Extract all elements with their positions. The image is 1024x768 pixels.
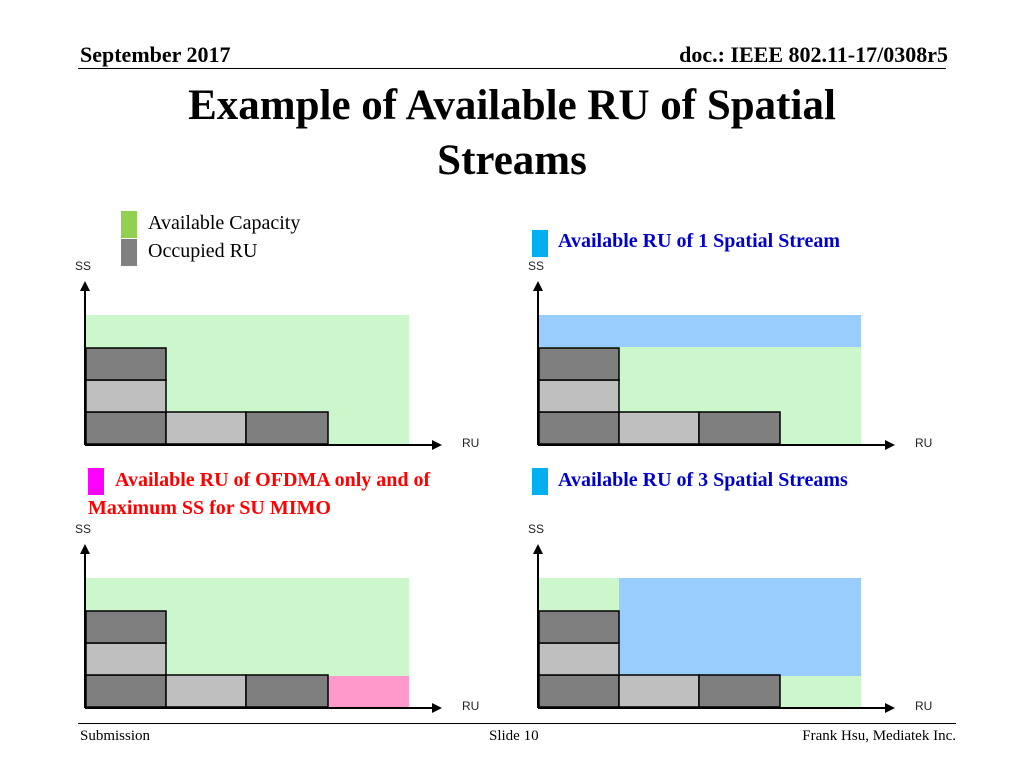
y-axis-label: SS bbox=[528, 259, 545, 273]
occupied-ru-block bbox=[85, 347, 167, 381]
footer-divider bbox=[78, 723, 956, 724]
header-doc-id: doc.: IEEE 802.11-17/0308r5 bbox=[679, 42, 948, 67]
occupied-ru-block bbox=[538, 610, 620, 644]
occupied-ru-block bbox=[85, 642, 167, 676]
diagram-ss1: SS RU bbox=[523, 255, 932, 475]
occupied-ru-block bbox=[85, 610, 167, 644]
x-axis-label: RU bbox=[462, 436, 480, 450]
diagram-base: SS RU bbox=[70, 255, 479, 475]
y-axis-label: SS bbox=[75, 522, 92, 536]
x-axis-label: RU bbox=[915, 699, 933, 713]
occupied-ru-block bbox=[538, 642, 620, 676]
legend-available-swatch bbox=[121, 211, 137, 238]
slide-title: Example of Available RU of Spatial Strea… bbox=[112, 78, 912, 188]
occupied-ru-block bbox=[245, 411, 329, 445]
legend-available-label: Available Capacity bbox=[148, 212, 301, 234]
occupied-ru-block bbox=[538, 674, 620, 708]
footer-author: Frank Hsu, Mediatek Inc. bbox=[802, 728, 956, 744]
footer-submission: Submission bbox=[80, 728, 151, 744]
available-ru-ofdma-block bbox=[328, 676, 409, 708]
y-axis-label: SS bbox=[528, 522, 545, 536]
occupied-ru-block bbox=[85, 379, 167, 413]
occupied-ru-block bbox=[538, 347, 620, 381]
header-date: September 2017 bbox=[80, 42, 231, 67]
legend-occupied-swatch bbox=[121, 239, 137, 266]
occupied-ru-block bbox=[538, 379, 620, 413]
x-axis-label: RU bbox=[915, 436, 933, 450]
slide-title-line1: Example of Available RU of Spatial bbox=[188, 82, 836, 129]
ofdma-legend-swatch bbox=[88, 468, 104, 495]
occupied-ru-block bbox=[698, 411, 781, 445]
slide-title-line2: Streams bbox=[437, 137, 587, 184]
diagram-ofdma: SS RU bbox=[70, 518, 479, 738]
occupied-ru-block bbox=[618, 674, 700, 708]
ss3-legend-swatch bbox=[532, 468, 548, 495]
occupied-ru-block bbox=[538, 411, 620, 445]
occupied-ru-block bbox=[618, 411, 700, 445]
ss3-caption: Available RU of 3 Spatial Streams bbox=[558, 469, 848, 491]
occupied-ru-block bbox=[85, 674, 167, 708]
ofdma-caption-line1: Available RU of OFDMA only and of bbox=[115, 469, 431, 491]
available-ru-1ss-band bbox=[538, 315, 861, 347]
occupied-ru-block bbox=[165, 411, 247, 445]
legend-occupied-label: Occupied RU bbox=[148, 240, 258, 262]
ss1-caption: Available RU of 1 Spatial Stream bbox=[558, 230, 841, 252]
occupied-ru-block bbox=[245, 674, 329, 708]
ss1-legend-swatch bbox=[532, 230, 548, 257]
header-divider bbox=[78, 68, 946, 69]
available-ru-3ss-area bbox=[619, 578, 861, 676]
y-axis-label: SS bbox=[75, 259, 92, 273]
ofdma-caption-line2: Maximum SS for SU MIMO bbox=[88, 497, 331, 519]
footer-slide-number: Slide 10 bbox=[489, 728, 539, 744]
diagram-ss3: SS RU bbox=[523, 518, 932, 738]
x-axis-label: RU bbox=[462, 699, 480, 713]
occupied-ru-block bbox=[165, 674, 247, 708]
occupied-ru-block bbox=[85, 411, 167, 445]
occupied-ru-block bbox=[698, 674, 781, 708]
